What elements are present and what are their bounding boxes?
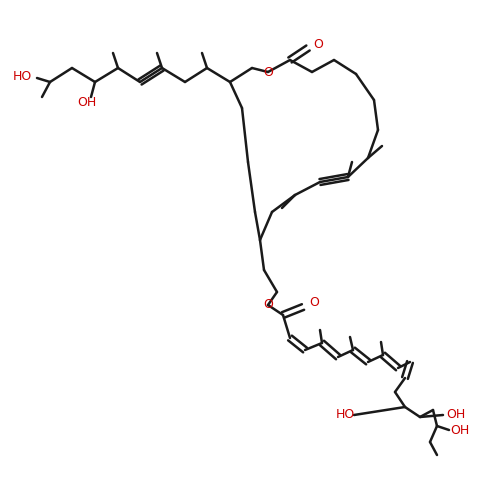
Text: O: O [263,66,273,78]
Text: OH: OH [450,424,469,436]
Text: O: O [313,38,323,51]
Text: O: O [309,296,319,310]
Text: OH: OH [78,96,96,108]
Text: HO: HO [336,408,354,422]
Text: OH: OH [446,408,466,422]
Text: O: O [263,298,273,312]
Text: HO: HO [12,70,32,82]
